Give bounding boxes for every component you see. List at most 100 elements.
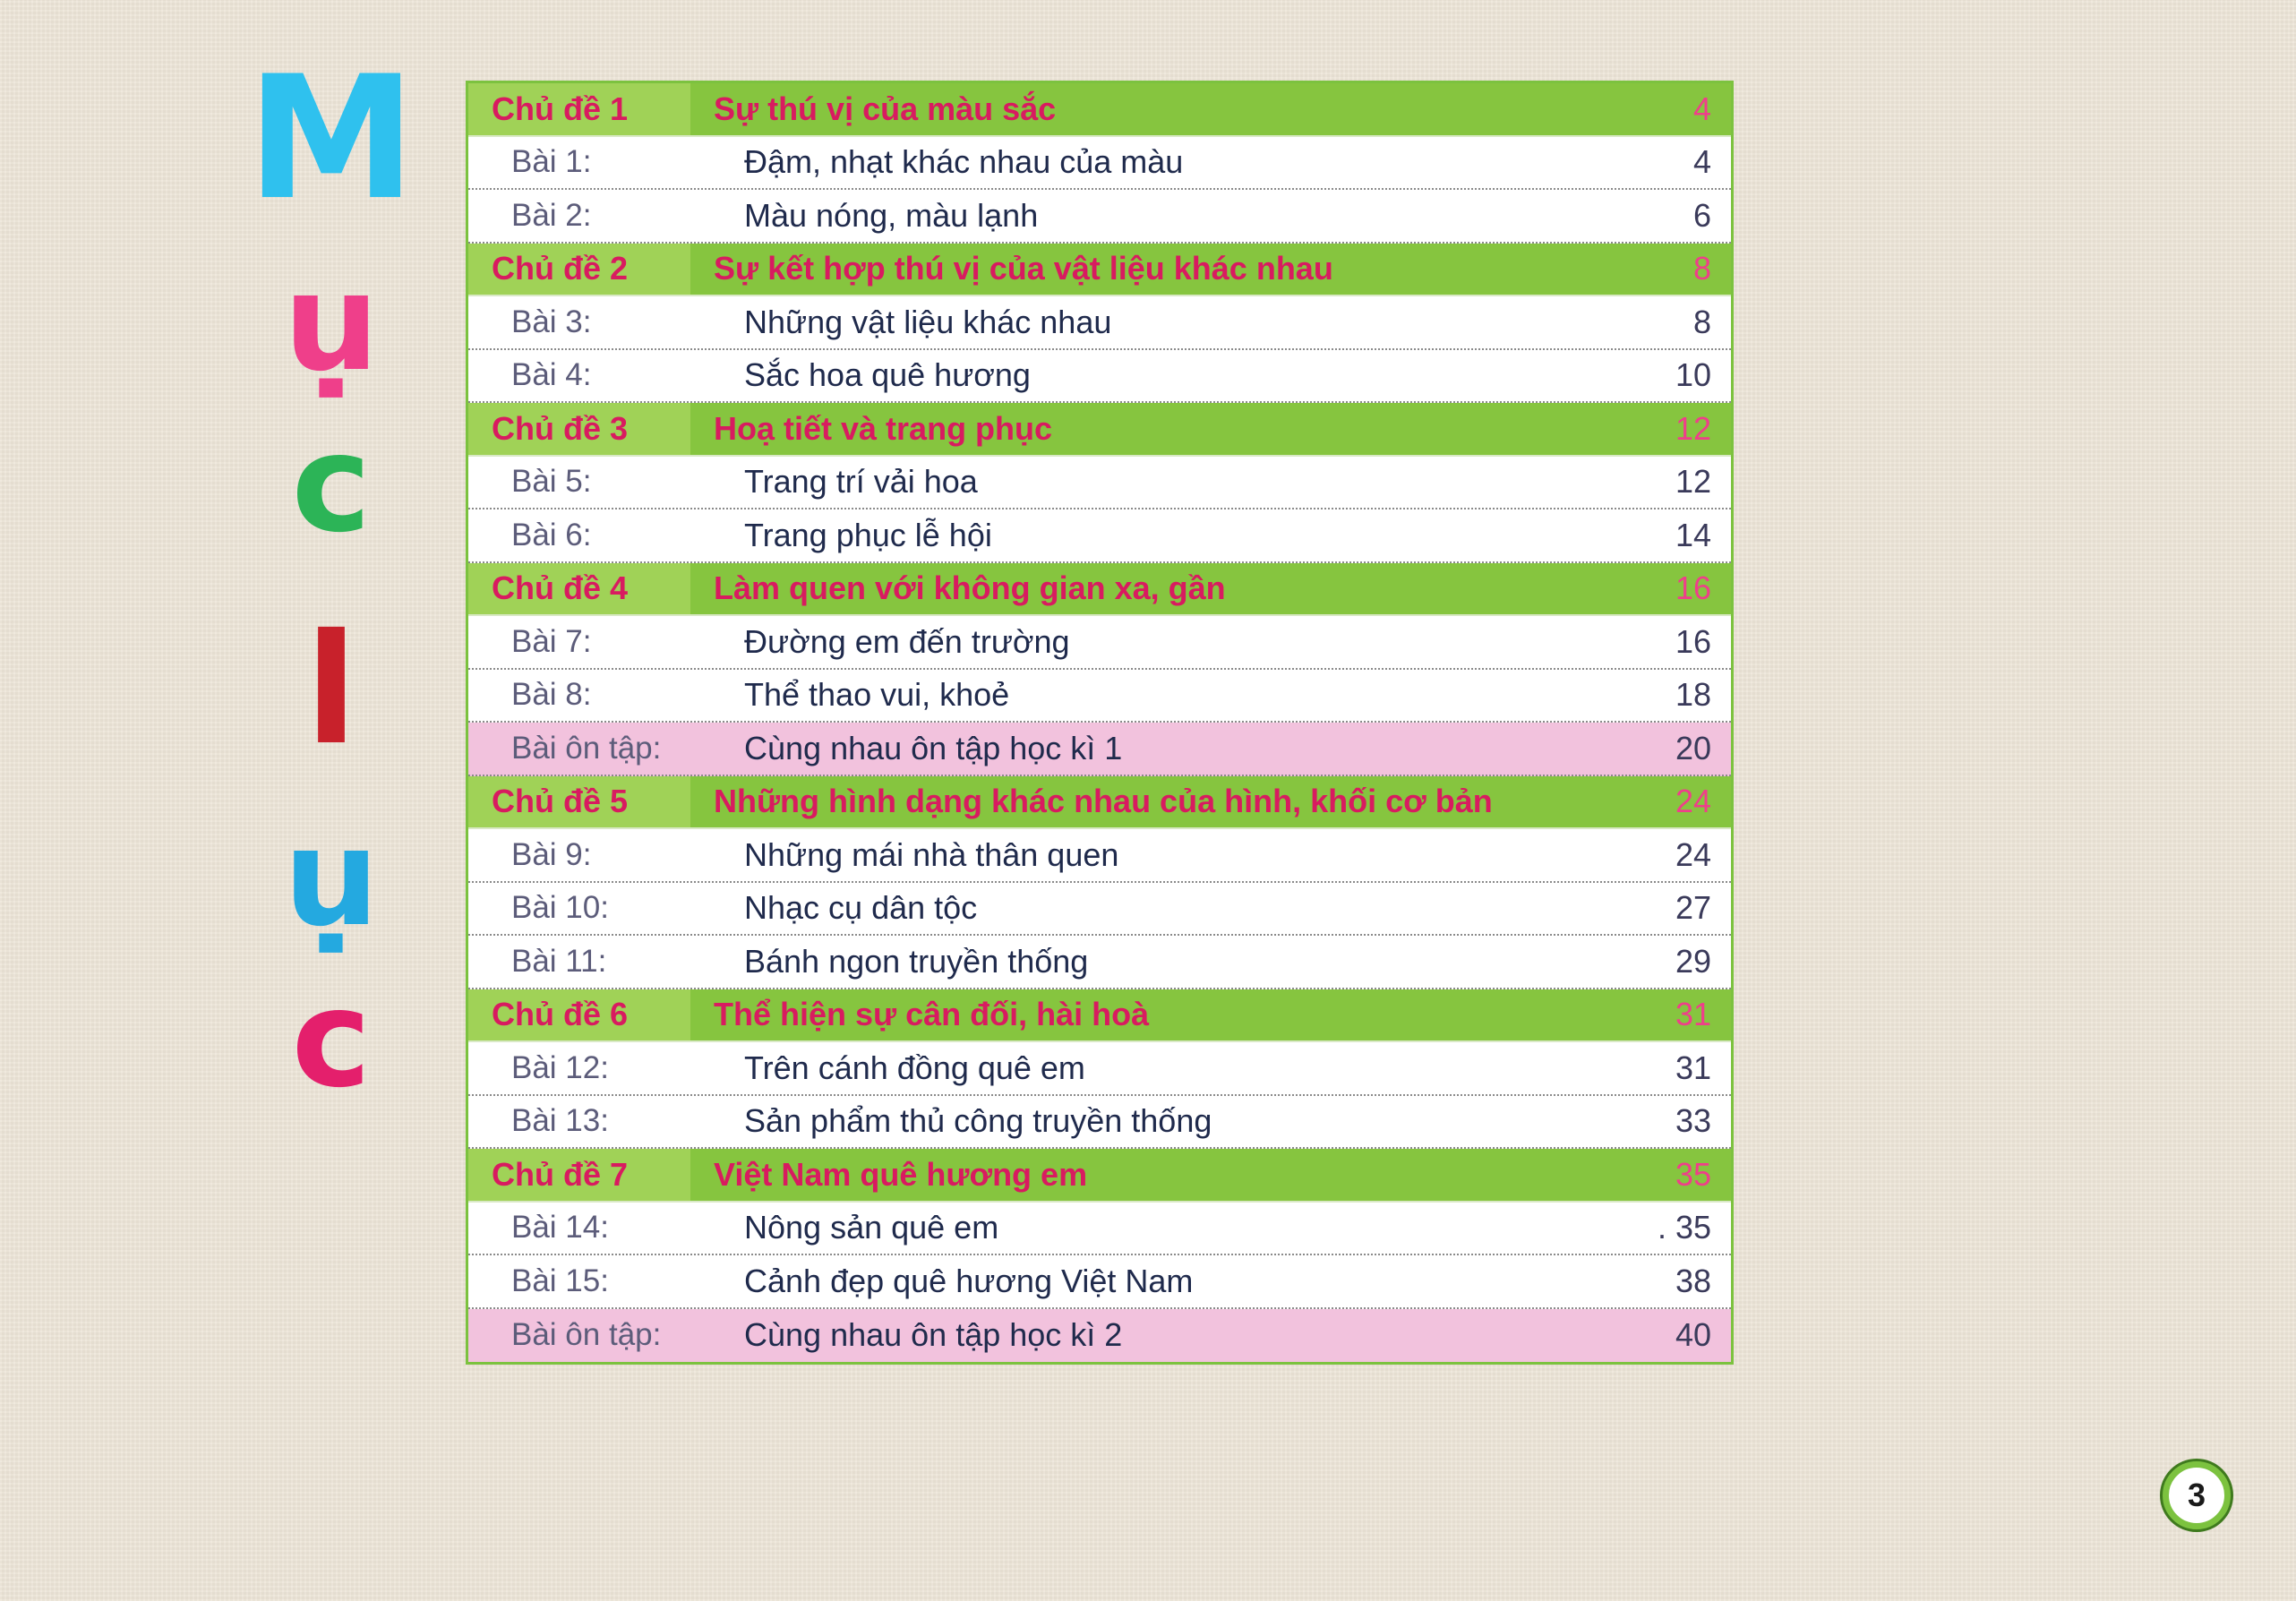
toc-lesson-row: Bài 2: Màu nóng, màu lạnh 6 — [468, 190, 1731, 244]
toc-lesson-row: Bài 7: Đường em đến trường 16 — [468, 616, 1731, 670]
toc-row-title: Màu nóng, màu lạnh — [744, 196, 1039, 234]
toc-row-title: Sản phẩm thủ công truyền thống — [744, 1102, 1212, 1140]
toc-row-label: Bài 14: — [511, 1210, 609, 1246]
toc-row-label: Chủ đề 1 — [468, 83, 690, 135]
toc-row-page: 10 — [1675, 356, 1711, 394]
toc-row-page: . 35 — [1657, 1209, 1711, 1246]
toc-lesson-row: Bài 3: Những vật liệu khác nhau 8 — [468, 296, 1731, 350]
toc-row-page: 8 — [1692, 303, 1711, 340]
toc-row-label: Chủ đề 3 — [468, 403, 690, 455]
toc-row-page: 29 — [1675, 942, 1711, 980]
toc-row-label: Chủ đề 4 — [468, 562, 690, 614]
toc-row-label: Bài 10: — [511, 890, 609, 926]
toc-lesson-row: Bài 9: Những mái nhà thân quen 24 — [468, 829, 1731, 883]
toc-row-page: 18 — [1675, 676, 1711, 714]
toc-lesson-row: Bài 11: Bánh ngon truyền thống 29 — [468, 936, 1731, 989]
toc-row-label: Bài 5: — [511, 464, 592, 500]
page-title: M ụ c l ụ c — [242, 39, 421, 1108]
toc-row-title: Hoạ tiết và trang phục — [714, 409, 1053, 447]
toc-row-title: Trang trí vải hoa — [744, 463, 978, 501]
toc-row-label: Bài 13: — [511, 1103, 609, 1139]
toc-topic-row: Chủ đề 1 Sự thú vị của màu sắc 4 — [468, 83, 1731, 137]
toc-row-page: 12 — [1675, 409, 1711, 447]
toc-row-title: Những vật liệu khác nhau — [744, 303, 1112, 340]
toc-row-label: Bài 12: — [511, 1049, 609, 1085]
toc-row-label: Bài 8: — [511, 677, 592, 713]
toc-row-title: Thể thao vui, khoẻ — [744, 676, 1010, 714]
toc-row-title: Sự kết hợp thú vị của vật liệu khác nhau — [714, 250, 1333, 287]
toc-row-title: Thể hiện sự cân đối, hài hoà — [714, 996, 1150, 1033]
toc-lesson-row: Bài 13: Sản phẩm thủ công truyền thống 33 — [468, 1096, 1731, 1149]
toc-row-title: Cùng nhau ôn tập học kì 1 — [744, 729, 1123, 766]
toc-topic-row: Chủ đề 5 Những hình dạng khác nhau của hì… — [468, 775, 1731, 829]
toc-row-label: Chủ đề 7 — [468, 1149, 690, 1201]
toc-row-label: Bài 1: — [511, 144, 592, 180]
title-letter: c — [291, 407, 372, 562]
toc-review-row: Bài ôn tập: Cùng nhau ôn tập học kì 2 40 — [468, 1308, 1731, 1362]
toc-lesson-row: Bài 5: Trang trí vải hoa 12 — [468, 457, 1731, 509]
toc-row-label: Bài ôn tập: — [511, 1317, 662, 1353]
toc-topic-row: Chủ đề 2 Sự kết hợp thú vị của vật liệu k… — [468, 243, 1731, 296]
toc-row-page: 33 — [1675, 1102, 1711, 1140]
toc-lesson-row: Bài 10: Nhạc cụ dân tộc 27 — [468, 883, 1731, 936]
title-letter: c — [291, 962, 372, 1117]
toc-row-title: Nhạc cụ dân tộc — [744, 889, 978, 927]
toc-row-label: Chủ đề 6 — [468, 989, 690, 1040]
toc-row-page: 35 — [1675, 1155, 1711, 1193]
toc-row-page: 40 — [1675, 1316, 1711, 1354]
toc-row-label: Bài 7: — [511, 623, 592, 659]
toc-row-page: 4 — [1692, 143, 1711, 181]
toc-row-page: 16 — [1675, 622, 1711, 660]
toc-topic-row: Chủ đề 3 Hoạ tiết và trang phục 12 — [468, 403, 1731, 457]
toc-topic-row: Chủ đề 7 Việt Nam quê hương em 35 — [468, 1149, 1731, 1203]
toc-row-page: 12 — [1675, 463, 1711, 501]
page-number-badge: 3 — [2163, 1461, 2231, 1529]
title-letter: ụ — [283, 245, 380, 401]
toc-row-page: 14 — [1675, 516, 1711, 553]
toc-topic-row: Chủ đề 4 Làm quen với không gian xa, gần 1… — [468, 562, 1731, 616]
toc-row-title: Sự thú vị của màu sắc — [714, 90, 1057, 127]
toc-row-title: Cảnh đẹp quê hương Việt Nam — [744, 1262, 1194, 1299]
toc-row-title: Cùng nhau ôn tập học kì 2 — [744, 1316, 1123, 1354]
toc-row-page: 4 — [1692, 90, 1711, 127]
toc-review-row: Bài ôn tập: Cùng nhau ôn tập học kì 1 20 — [468, 723, 1731, 776]
toc-row-title: Đường em đến trường — [744, 622, 1070, 660]
toc-row-page: 20 — [1675, 729, 1711, 766]
toc-row-label: Chủ đề 2 — [468, 243, 690, 295]
toc-row-title: Trang phục lễ hội — [744, 516, 992, 553]
toc-topic-row: Chủ đề 6 Thể hiện sự cân đối, hài hoà 31 — [468, 989, 1731, 1042]
toc-lesson-row: Bài 6: Trang phục lễ hội 14 — [468, 509, 1731, 563]
toc-row-label: Bài 15: — [511, 1263, 609, 1298]
toc-row-page: 16 — [1675, 569, 1711, 607]
toc-row-page: 31 — [1675, 996, 1711, 1033]
toc-row-page: 24 — [1675, 783, 1711, 820]
toc-row-title: Những hình dạng khác nhau của hình, khối… — [714, 783, 1493, 820]
toc-lesson-row: Bài 4: Sắc hoa quê hương 10 — [468, 350, 1731, 403]
toc-row-label: Bài 2: — [511, 197, 592, 233]
toc-row-title: Đậm, nhạt khác nhau của màu — [744, 143, 1184, 181]
toc-row-page: 38 — [1675, 1262, 1711, 1299]
title-letter: l — [304, 602, 358, 779]
toc-row-page: 8 — [1692, 250, 1711, 287]
toc-row-page: 31 — [1675, 1049, 1711, 1086]
toc-row-label: Bài 6: — [511, 517, 592, 552]
toc-row-page: 6 — [1692, 196, 1711, 234]
toc-lesson-row: Bài 14: Nông sản quê em . 35 — [468, 1203, 1731, 1255]
toc-row-title: Nông sản quê em — [744, 1209, 999, 1246]
title-letter: ụ — [283, 800, 380, 956]
toc-row-label: Bài 11: — [511, 943, 607, 979]
toc-row-title: Sắc hoa quê hương — [744, 356, 1031, 394]
toc-lesson-row: Bài 1: Đậm, nhạt khác nhau của màu 4 — [468, 137, 1731, 190]
toc-row-page: 24 — [1675, 835, 1711, 873]
toc-row-title: Trên cánh đồng quê em — [744, 1049, 1085, 1086]
toc-lesson-row: Bài 15: Cảnh đẹp quê hương Việt Nam 38 — [468, 1255, 1731, 1309]
toc-row-label: Bài 9: — [511, 836, 592, 872]
title-letter: M — [246, 39, 416, 237]
toc-row-title: Làm quen với không gian xa, gần — [714, 569, 1226, 607]
toc-row-label: Bài 3: — [511, 304, 592, 339]
table-of-contents: Chủ đề 1 Sự thú vị của màu sắc 4 Bài 1: Đậm,… — [466, 81, 1734, 1365]
toc-lesson-row: Bài 12: Trên cánh đồng quê em 31 — [468, 1042, 1731, 1096]
toc-row-title: Bánh ngon truyền thống — [744, 942, 1089, 980]
toc-row-label: Bài ôn tập: — [511, 730, 662, 766]
toc-row-title: Những mái nhà thân quen — [744, 835, 1119, 873]
